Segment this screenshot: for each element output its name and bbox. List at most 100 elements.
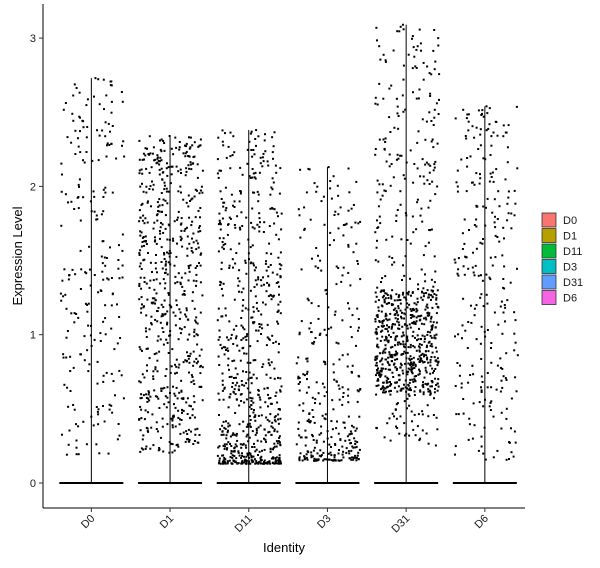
data-point [143, 376, 146, 379]
data-point [395, 97, 398, 100]
data-point [188, 216, 191, 219]
data-point [187, 164, 190, 167]
data-point [173, 403, 175, 406]
data-point [245, 352, 248, 355]
data-point [166, 321, 169, 324]
data-point [433, 370, 435, 372]
data-point [313, 446, 316, 449]
data-point [220, 433, 223, 436]
data-point [175, 444, 178, 447]
data-point [224, 242, 227, 245]
data-point [480, 386, 482, 389]
data-point [104, 121, 107, 124]
data-point [155, 278, 158, 281]
data-point [510, 227, 513, 230]
data-point [428, 340, 431, 343]
data-point [165, 406, 168, 409]
data-point [388, 334, 390, 337]
data-point [239, 190, 242, 193]
data-point [198, 225, 201, 227]
data-point [246, 387, 249, 390]
data-point [278, 457, 281, 460]
data-point [263, 459, 266, 462]
data-point [184, 440, 187, 443]
data-point [190, 249, 193, 252]
data-point [432, 124, 435, 126]
data-point [227, 349, 230, 352]
data-point [153, 240, 156, 243]
data-point [399, 203, 402, 206]
data-point [502, 124, 505, 127]
data-point [237, 450, 240, 453]
data-point [93, 338, 96, 341]
data-point [401, 293, 404, 296]
data-point [510, 451, 513, 454]
data-point [257, 414, 260, 417]
data-point [180, 191, 182, 194]
data-point [325, 458, 328, 461]
data-point [337, 227, 340, 230]
data-point [341, 445, 344, 448]
data-point [375, 328, 378, 331]
data-point [481, 381, 484, 383]
data-point [396, 352, 399, 355]
data-point [298, 456, 301, 459]
data-point [387, 378, 390, 380]
data-point [98, 134, 101, 137]
data-point [271, 462, 274, 465]
data-point [412, 322, 415, 325]
data-point [481, 109, 484, 112]
data-point [179, 432, 182, 435]
data-point [358, 415, 361, 418]
data-point [227, 357, 230, 360]
data-point [77, 137, 79, 140]
data-point [394, 313, 397, 316]
data-point [325, 334, 328, 337]
data-point [427, 293, 430, 296]
data-point [416, 198, 419, 201]
data-point [428, 389, 431, 392]
data-point [479, 128, 482, 131]
data-point [269, 193, 272, 196]
data-point [473, 314, 476, 317]
data-point [193, 331, 196, 334]
data-point [393, 386, 396, 389]
data-point [277, 281, 280, 284]
data-point [513, 311, 516, 314]
data-point [193, 360, 196, 363]
data-point [454, 117, 457, 120]
data-point [161, 178, 164, 181]
data-point [469, 155, 472, 158]
data-point [122, 140, 125, 143]
data-point [147, 397, 150, 400]
data-point [383, 148, 386, 151]
data-point [415, 316, 418, 319]
data-point [178, 423, 181, 426]
data-point [161, 387, 164, 390]
data-point [320, 425, 323, 428]
data-point [264, 303, 267, 306]
data-point [341, 354, 344, 357]
data-point [433, 334, 436, 337]
data-point [322, 440, 325, 443]
data-point [177, 445, 180, 448]
data-point [403, 312, 406, 315]
data-point [351, 424, 353, 427]
data-point [66, 386, 69, 389]
data-point [103, 420, 106, 423]
data-point [233, 433, 236, 436]
data-point [193, 307, 196, 310]
data-point [395, 417, 398, 420]
data-point [306, 370, 309, 373]
data-point [200, 385, 203, 388]
data-point [391, 326, 393, 328]
data-point [422, 381, 424, 384]
data-point [165, 167, 168, 170]
data-point [193, 195, 196, 198]
data-point [170, 173, 173, 176]
data-point [249, 425, 252, 428]
data-point [376, 337, 379, 340]
data-point [267, 405, 269, 408]
data-point [250, 455, 253, 457]
data-point [349, 442, 352, 445]
